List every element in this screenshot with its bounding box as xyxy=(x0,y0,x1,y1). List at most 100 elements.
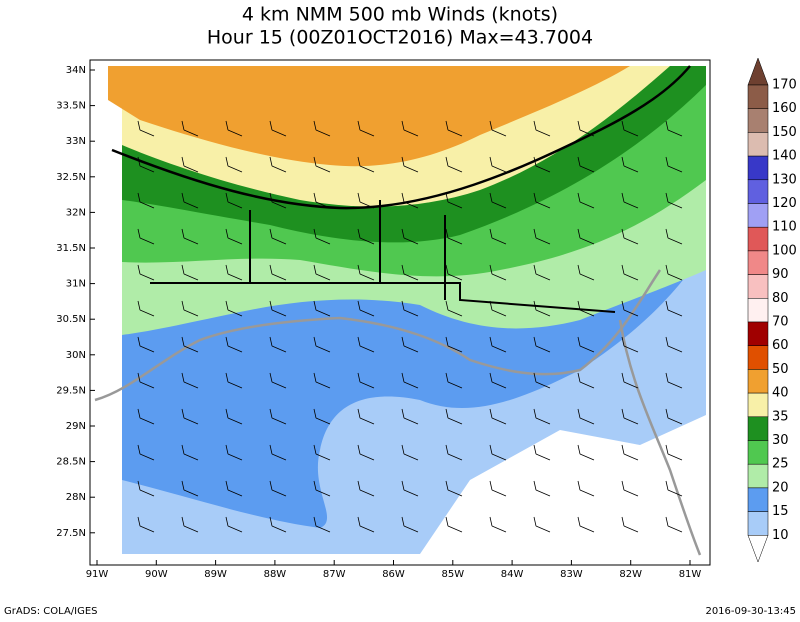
wind-barb xyxy=(401,408,419,425)
lat-label: 30.5N xyxy=(56,314,86,325)
wind-barb xyxy=(357,228,375,245)
wind-barb xyxy=(401,372,419,389)
colorbar-label: 50 xyxy=(772,362,789,377)
wind-barb xyxy=(269,516,287,533)
wind-barb xyxy=(357,444,375,461)
lat-label: 31N xyxy=(66,279,86,290)
wind-barb xyxy=(533,336,551,353)
wind-barb xyxy=(401,264,419,281)
lat-label: 29.5N xyxy=(56,385,86,396)
colorbar-label: 130 xyxy=(772,172,797,187)
lat-label: 31.5N xyxy=(56,243,86,254)
lon-label: 85W xyxy=(441,569,464,580)
colorbar-box xyxy=(747,132,769,157)
map xyxy=(89,59,711,566)
wind-barb xyxy=(357,408,375,425)
wind-barb xyxy=(181,192,199,209)
wind-barb xyxy=(269,300,287,317)
colorbar-label: 100 xyxy=(772,243,797,258)
wind-barb xyxy=(137,408,155,425)
lat-label: 33N xyxy=(66,136,86,147)
wind-barb xyxy=(357,336,375,353)
wind-barb xyxy=(225,516,243,533)
wind-barbs xyxy=(137,120,683,533)
colorbar-label: 25 xyxy=(772,457,789,472)
colorbar-label: 170 xyxy=(772,78,797,93)
wind-barb xyxy=(577,372,595,389)
wind-barb xyxy=(269,228,287,245)
wind-barb xyxy=(313,228,331,245)
wind-barb xyxy=(137,156,155,173)
wind-barb xyxy=(181,228,199,245)
wind-barb xyxy=(665,480,683,497)
wind-barb xyxy=(489,480,507,497)
colorbar-label: 70 xyxy=(772,315,789,330)
lon-label: 81W xyxy=(679,569,702,580)
lon-label: 89W xyxy=(204,569,227,580)
wind-barb xyxy=(665,372,683,389)
wind-barb xyxy=(401,516,419,533)
wind-barb xyxy=(269,336,287,353)
wind-barb xyxy=(577,228,595,245)
colorbar-box xyxy=(747,84,769,109)
wind-barb xyxy=(225,300,243,317)
wind-barb xyxy=(665,120,683,137)
wind-barb xyxy=(577,264,595,281)
colorbar-box xyxy=(747,108,769,133)
wind-barb xyxy=(137,516,155,533)
wind-barb xyxy=(665,228,683,245)
wind-barb xyxy=(357,120,375,137)
lat-label: 32.5N xyxy=(56,172,86,183)
colorbar-label: 160 xyxy=(772,101,797,116)
wind-barb xyxy=(357,192,375,209)
colorbar-box xyxy=(747,416,769,441)
wind-barb xyxy=(665,156,683,173)
wind-barb xyxy=(357,372,375,389)
colorbar-box xyxy=(747,321,769,346)
wind-barb xyxy=(621,156,639,173)
wind-barb xyxy=(489,516,507,533)
wind-barb xyxy=(225,480,243,497)
wind-barb xyxy=(269,192,287,209)
wind-barb xyxy=(401,156,419,173)
wind-barb xyxy=(577,120,595,137)
wind-barb xyxy=(313,444,331,461)
wind-barb xyxy=(401,192,419,209)
wind-barb xyxy=(577,480,595,497)
wind-barb xyxy=(445,372,463,389)
lat-label: 32N xyxy=(66,207,86,218)
title-line: Hour 15 (00Z01OCT2016) Max=43.7004 xyxy=(207,27,593,49)
lat-label: 28N xyxy=(66,492,86,503)
lat-label: 28.5N xyxy=(56,457,86,468)
colorbar-box xyxy=(747,463,769,489)
lon-labels: 91W 90W 89W 88W 87W 86W 85W 84W 83W 82W 81W xyxy=(86,560,702,580)
colorbar-box xyxy=(747,345,769,370)
colorbar-box xyxy=(747,250,769,275)
wind-barb xyxy=(577,444,595,461)
lat-label: 30N xyxy=(66,350,86,361)
wind-barb xyxy=(181,300,199,317)
wind-barb xyxy=(137,228,155,245)
wind-barb xyxy=(665,192,683,209)
wind-barb xyxy=(533,264,551,281)
colorbar-label: 15 xyxy=(772,504,789,519)
wind-barb xyxy=(445,480,463,497)
wind-barb xyxy=(181,444,199,461)
wind-barb xyxy=(621,372,639,389)
colorbar-box xyxy=(747,155,769,181)
wind-barb xyxy=(357,516,375,533)
wind-barb xyxy=(137,264,155,281)
wind-barb xyxy=(489,120,507,137)
wind-barb xyxy=(401,444,419,461)
wind-barb xyxy=(225,120,243,137)
wind-barb xyxy=(137,192,155,209)
wind-barb xyxy=(181,372,199,389)
lon-label: 86W xyxy=(382,569,405,580)
wind-barb xyxy=(357,300,375,317)
wind-barb xyxy=(445,300,463,317)
wind-barb xyxy=(401,228,419,245)
wind-barb xyxy=(313,408,331,425)
lat-label: 27.5N xyxy=(56,528,86,539)
wind-barb xyxy=(137,300,155,317)
colorbar-label: 20 xyxy=(772,480,789,495)
